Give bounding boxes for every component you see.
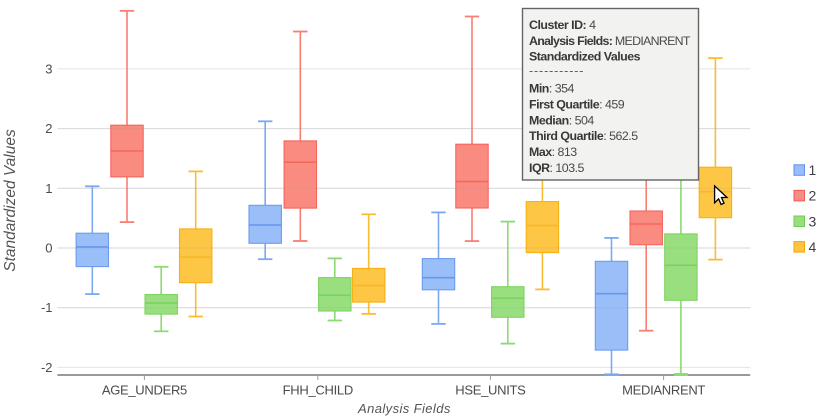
svg-text:1: 1 — [45, 181, 52, 196]
svg-text:AGE_UNDER5: AGE_UNDER5 — [102, 382, 187, 397]
svg-text:2: 2 — [45, 121, 52, 136]
svg-text:Standardized Values: Standardized Values — [2, 129, 19, 272]
svg-text:-2: -2 — [41, 360, 53, 375]
svg-text:3: 3 — [809, 213, 817, 229]
svg-text:HSE_UNITS: HSE_UNITS — [455, 382, 526, 397]
svg-text:-----------: ----------- — [529, 64, 584, 78]
svg-text:FHH_CHILD: FHH_CHILD — [283, 382, 353, 397]
svg-text:Min: 354: Min: 354 — [529, 82, 575, 96]
svg-text:Analysis Fields: MEDIANRENT: Analysis Fields: MEDIANRENT — [529, 34, 691, 48]
svg-text:1: 1 — [809, 162, 817, 178]
svg-text:First Quartile: 459: First Quartile: 459 — [529, 97, 625, 111]
svg-text:3: 3 — [45, 61, 52, 76]
svg-text:-1: -1 — [41, 300, 53, 315]
svg-text:Median: 504: Median: 504 — [529, 113, 594, 127]
svg-text:Max: 813: Max: 813 — [529, 145, 577, 159]
svg-text:Standardized Values: Standardized Values — [529, 50, 641, 64]
svg-text:4: 4 — [809, 239, 817, 255]
svg-text:IQR: 103.5: IQR: 103.5 — [529, 161, 585, 175]
svg-text:MEDIANRENT: MEDIANRENT — [622, 382, 705, 397]
svg-text:0: 0 — [45, 241, 52, 256]
svg-text:2: 2 — [809, 188, 817, 204]
svg-text:Third Quartile: 562.5: Third Quartile: 562.5 — [529, 129, 638, 143]
svg-text:Analysis Fields: Analysis Fields — [357, 401, 451, 416]
svg-text:Cluster ID: 4: Cluster ID: 4 — [529, 18, 596, 32]
